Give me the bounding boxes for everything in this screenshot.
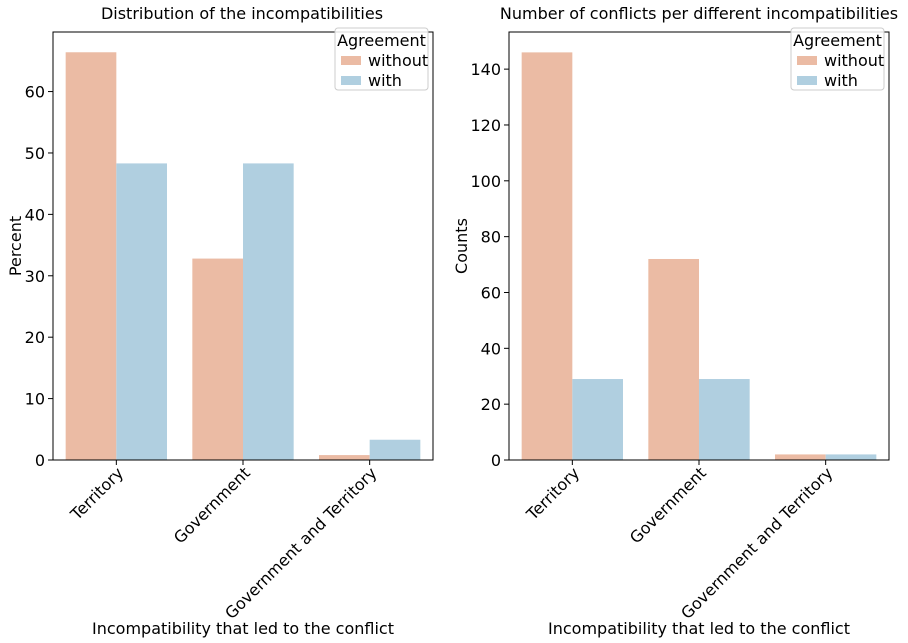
legend-swatch-without [341, 56, 361, 65]
y-tick-label: 30 [25, 267, 45, 286]
bar-with-2 [369, 439, 421, 460]
x-tick-label: Government and Territory [677, 463, 836, 622]
y-tick-label: 60 [25, 83, 45, 102]
legend-box [790, 27, 885, 91]
y-tick-label: 0 [491, 451, 501, 470]
legend-swatch-with [341, 76, 361, 85]
y-axis-label: Counts [452, 218, 471, 274]
legend-swatch-with [797, 76, 817, 85]
legend-label-without: without [368, 51, 428, 70]
x-tick-label: Territory [66, 463, 127, 524]
chart-title: Distribution of the incompatibilities [101, 4, 383, 23]
bar-without-0 [521, 52, 573, 460]
x-tick-label: Territory [522, 463, 583, 524]
legend-title: Agreement [337, 31, 426, 50]
y-axis-label: Percent [6, 216, 25, 276]
bar-with-1 [699, 379, 750, 460]
y-tick-label: 40 [25, 205, 45, 224]
y-tick-label: 10 [25, 390, 45, 409]
legend-label-without: without [824, 51, 884, 70]
chart-title: Number of conflicts per different incomp… [500, 4, 898, 23]
bar-without-1 [648, 258, 699, 460]
bar-with-2 [825, 454, 877, 460]
y-tick-label: 100 [470, 172, 501, 191]
legend-box [334, 27, 429, 91]
legend-label-with: with [368, 71, 402, 90]
legend-swatch-without [797, 56, 817, 65]
legend-label-with: with [824, 71, 858, 90]
left-chart-panel: 0 10 20 30 40 50 60 Territory GovernmentGovernme… [6, 4, 434, 638]
x-axis-label: Incompatibility that led to the conflict [92, 619, 394, 638]
bar-with-0 [116, 163, 167, 461]
y-tick-label: 140 [470, 60, 501, 79]
bar-without-0 [65, 52, 117, 461]
x-tick-label: Government [170, 463, 254, 547]
bar-without-2 [775, 454, 826, 460]
y-tick-label: 60 [481, 283, 501, 302]
bar-without-1 [192, 258, 243, 460]
y-tick-label: 120 [470, 116, 501, 135]
x-axis-label: Incompatibility that led to the conflict [548, 619, 850, 638]
x-tick-label: Government and Territory [221, 463, 380, 622]
right-chart-panel: 0 20 40 60 80 100 120 140 Territory GovernmentGov… [452, 4, 898, 638]
legend-title: Agreement [793, 31, 882, 50]
bar-without-2 [319, 455, 370, 460]
bar-with-0 [572, 379, 623, 460]
y-tick-label: 50 [25, 144, 45, 163]
y-tick-label: 20 [481, 395, 501, 414]
bar-with-1 [243, 163, 294, 461]
y-tick-label: 20 [25, 328, 45, 347]
y-tick-label: 40 [481, 339, 501, 358]
y-tick-label: 80 [481, 228, 501, 247]
x-tick-label: Government [626, 463, 710, 547]
y-tick-label: 0 [35, 451, 45, 470]
